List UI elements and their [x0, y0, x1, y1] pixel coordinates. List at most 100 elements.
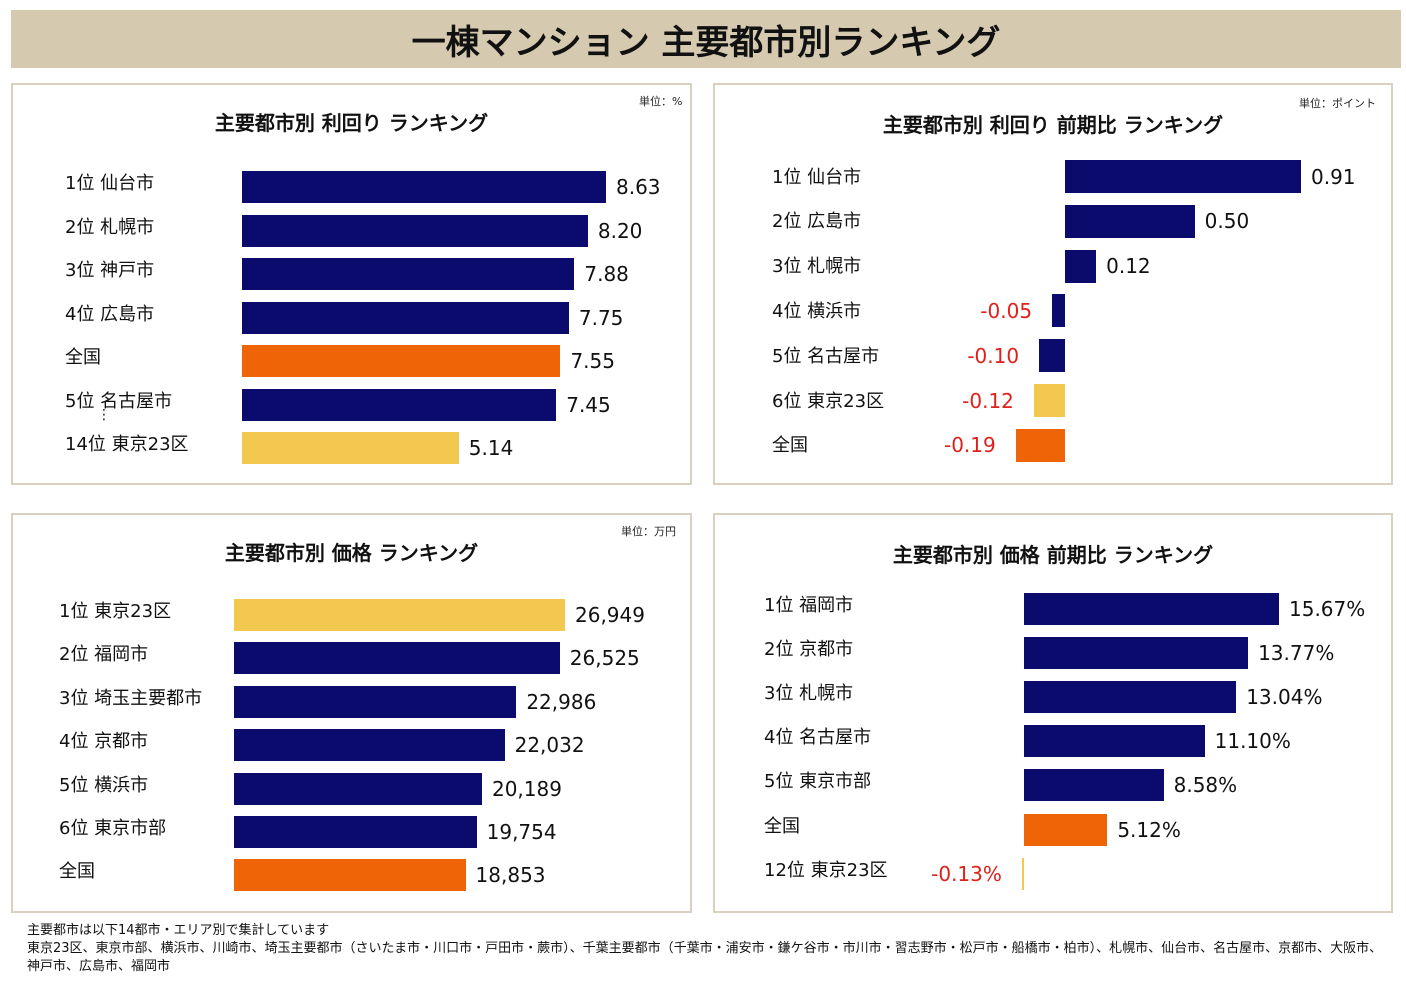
category-label: 3位 札幌市 — [772, 256, 862, 278]
chart-title: 主要都市別 価格 前期比 ランキング — [892, 543, 1214, 567]
bar — [242, 258, 575, 290]
bar — [234, 816, 477, 848]
footnote: 主要都市は以下14都市・エリア別で集計しています 東京23区、東京市部、横浜市、… — [27, 922, 1387, 976]
bar — [1033, 384, 1065, 417]
category-label: 全国 — [772, 435, 808, 457]
category-label: 3位 札幌市 — [764, 683, 854, 705]
chart-title: 主要都市別 利回り 前期比 ランキング — [882, 113, 1224, 137]
category-label: 1位 福岡市 — [764, 595, 854, 616]
chart-panel-1: 主要都市別 利回り ランキング 単位：% 1位 仙台市 8.63 2位 札幌市 8.20 3… — [11, 83, 692, 485]
category-label: 2位 京都市 — [764, 639, 854, 661]
category-label: 全国 — [764, 815, 800, 837]
category-label: 12位 東京23区 — [764, 859, 888, 881]
category-label: 全国 — [65, 347, 101, 368]
bar — [242, 214, 588, 247]
bar — [1015, 428, 1065, 462]
category-label: 2位 広島市 — [772, 211, 862, 233]
category-label: 5位 名古屋市 — [772, 345, 880, 367]
bar — [234, 859, 466, 892]
value-label: 13.04% — [1246, 685, 1323, 710]
value-label: 20,189 — [491, 776, 562, 801]
category-label: 1位 仙台市 — [772, 166, 862, 188]
category-label: 2位 札幌市 — [65, 216, 155, 238]
chart-title: 主要都市別 価格 ランキング — [224, 541, 479, 565]
value-label: 5.12% — [1117, 817, 1181, 842]
unit-label: 単位：ポイント — [1299, 97, 1376, 110]
footnote-line2: 東京23区、東京市部、横浜市、川崎市、埼玉主要都市（さいたま市・川口市・戸田市・… — [27, 941, 1383, 974]
bar — [1024, 593, 1279, 625]
value-label: 18,853 — [475, 863, 546, 888]
unit-label: 単位：万円 — [621, 525, 676, 538]
category-label: 5位 名古屋市 — [65, 390, 173, 412]
value-label: 19,754 — [486, 820, 557, 844]
bar — [1065, 160, 1301, 193]
value-label: -0.05 — [980, 298, 1033, 323]
category-label: 6位 東京市部 — [59, 818, 167, 839]
category-label: 5位 横浜市 — [59, 774, 149, 796]
bar — [1024, 769, 1164, 802]
value-label: 8.63 — [616, 175, 661, 199]
category-label: 4位 京都市 — [59, 731, 149, 753]
bar — [234, 685, 517, 718]
bar — [234, 599, 565, 631]
footnote-line1: 主要都市は以下14都市・エリア別で集計しています — [27, 923, 330, 938]
bar — [234, 729, 505, 762]
value-label: 5.14 — [468, 436, 514, 460]
bar — [1024, 681, 1237, 714]
value-label: 11.10% — [1214, 729, 1291, 754]
category-label: 5位 東京市部 — [764, 771, 872, 793]
category-label: 14位 東京23区 — [65, 434, 189, 455]
bar — [242, 388, 557, 421]
bar — [242, 345, 561, 377]
bar — [1039, 339, 1065, 373]
bar — [1052, 294, 1065, 328]
bar — [242, 432, 459, 464]
bar — [234, 642, 560, 675]
value-label: 7.75 — [578, 305, 624, 330]
value-label: 8.20 — [597, 218, 643, 243]
value-label: 7.45 — [566, 392, 611, 417]
page-title: 一棟マンション 主要都市別ランキング — [11, 10, 1401, 68]
value-label: -0.12 — [962, 388, 1014, 413]
category-label: 2位 福岡市 — [59, 644, 149, 666]
category-label: 3位 神戸市 — [65, 260, 155, 281]
category-label: 3位 埼玉主要都市 — [59, 687, 203, 709]
category-label: 1位 仙台市 — [65, 173, 155, 194]
chart-panel-3: 主要都市別 価格 ランキング 単位：万円 1位 東京23区 26,949 2位 福岡市 2… — [11, 513, 692, 913]
bar — [242, 171, 606, 203]
value-label: 0.12 — [1106, 254, 1151, 279]
bar — [1021, 857, 1024, 890]
category-label: 4位 横浜市 — [772, 300, 862, 322]
value-label: 26,949 — [575, 603, 645, 627]
chart-panel-4: 主要都市別 価格 前期比 ランキング 1位 福岡市 15.67% 2位 京都市 13.7… — [713, 513, 1393, 913]
chart-title: 主要都市別 利回り ランキング — [214, 111, 489, 135]
value-label: -0.10 — [967, 343, 1020, 368]
value-label: 26,525 — [569, 646, 640, 671]
value-label: 0.91 — [1311, 164, 1356, 189]
category-label: 全国 — [59, 861, 95, 883]
bar — [1065, 204, 1195, 238]
category-label: 4位 名古屋市 — [764, 727, 872, 749]
value-label: -0.19 — [943, 433, 996, 458]
value-label: 0.50 — [1204, 209, 1250, 234]
category-label: 4位 広島市 — [65, 303, 155, 325]
bar — [234, 772, 482, 805]
value-label: 7.88 — [584, 262, 629, 286]
unit-label: 単位：% — [639, 95, 683, 108]
bar — [1065, 249, 1097, 283]
chart-panel-2: 主要都市別 利回り 前期比 ランキング 単位：ポイント 1位 仙台市 0.91 2位 広… — [713, 83, 1393, 485]
value-label: 15.67% — [1289, 597, 1366, 621]
bar — [1024, 725, 1205, 758]
bar — [1024, 637, 1249, 670]
category-label: 1位 東京23区 — [59, 601, 172, 622]
category-label: 6位 東京23区 — [772, 390, 885, 412]
ellipsis-icon: ⋮ — [97, 407, 111, 423]
value-label: 13.77% — [1258, 641, 1335, 666]
value-label: 7.55 — [570, 349, 615, 373]
value-label: 22,032 — [514, 733, 585, 758]
bar — [242, 301, 569, 334]
value-label: 8.58% — [1173, 773, 1238, 798]
value-label: 22,986 — [526, 689, 597, 714]
value-label: -0.13% — [931, 861, 1002, 886]
bar — [1024, 813, 1108, 846]
